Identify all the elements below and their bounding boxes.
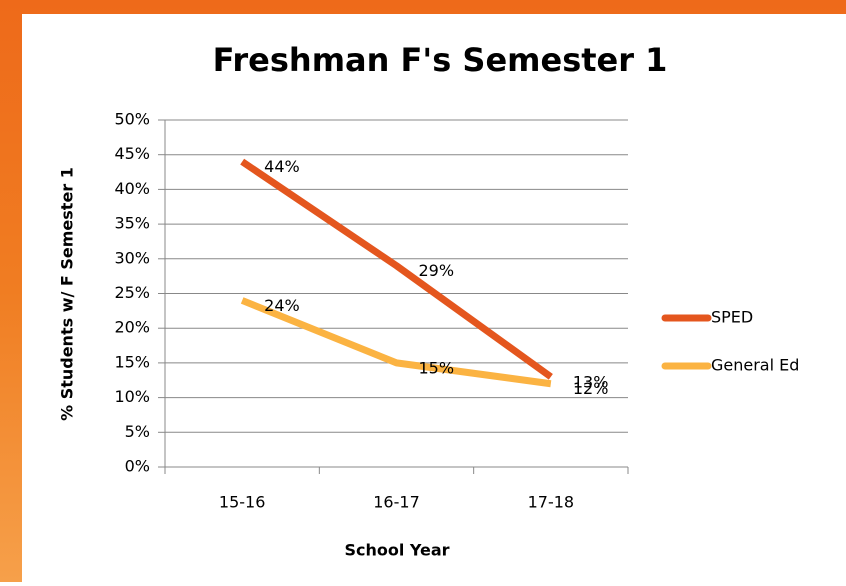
- y-tick-label: 35%: [114, 214, 150, 233]
- x-tick-label: 15-16: [219, 493, 266, 512]
- data-label: 15%: [419, 358, 455, 377]
- legend-label: General Ed: [711, 356, 799, 375]
- data-line: [240, 297, 552, 388]
- y-tick-label: 40%: [114, 179, 150, 198]
- x-tick-label: 16-17: [373, 493, 420, 512]
- data-label: 24%: [264, 296, 300, 315]
- y-tick-label: 20%: [114, 318, 150, 337]
- y-axis-label: % Students w/ F Semester 1: [58, 167, 77, 421]
- y-tick-label: 25%: [114, 283, 150, 302]
- y-tick-label: 50%: [114, 110, 150, 129]
- y-tick-label: 5%: [125, 422, 150, 441]
- data-line: [240, 158, 553, 380]
- y-tick-label: 15%: [114, 352, 150, 371]
- data-label: 29%: [419, 261, 455, 280]
- y-tick-label: 10%: [114, 387, 150, 406]
- data-label: 44%: [264, 157, 300, 176]
- x-tick-label: 17-18: [528, 493, 575, 512]
- chart-title: Freshman F's Semester 1: [213, 41, 668, 79]
- x-axis-label: School Year: [344, 541, 449, 560]
- legend-label: SPED: [711, 308, 753, 327]
- y-tick-label: 45%: [114, 144, 150, 163]
- data-label: 13%: [573, 372, 609, 391]
- data-label: 12%: [573, 379, 609, 398]
- y-tick-label: 30%: [114, 248, 150, 267]
- chart-panel: [22, 14, 846, 582]
- y-tick-label: 0%: [125, 457, 150, 476]
